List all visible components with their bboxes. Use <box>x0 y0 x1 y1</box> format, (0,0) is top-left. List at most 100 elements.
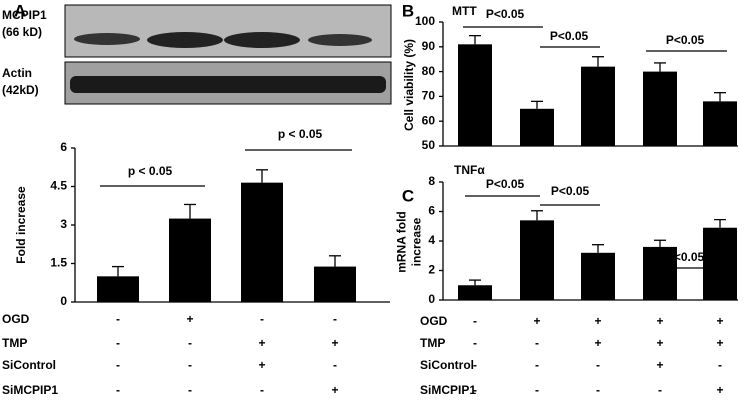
y-tick-label: 70 <box>422 89 436 103</box>
y-tick-label: 1.5 <box>50 256 67 270</box>
significance-label: P<0.05 <box>486 177 525 191</box>
condition-label: OGD <box>420 314 448 328</box>
bar <box>458 44 492 146</box>
condition-sign: - <box>188 358 192 372</box>
significance-label: p < 0.05 <box>278 127 323 141</box>
significance-label: P<0.05 <box>486 7 525 21</box>
condition-label: SiMCPIP1 <box>2 383 58 397</box>
bar <box>520 220 554 300</box>
bar <box>169 218 211 302</box>
significance-label: P<0.05 <box>551 184 590 198</box>
condition-sign: - <box>260 312 264 326</box>
condition-label: SiMCPIP1 <box>420 383 476 397</box>
y-tick-label: 100 <box>415 14 435 28</box>
condition-sign: - <box>473 336 477 350</box>
bar <box>314 266 356 302</box>
condition-sign: + <box>331 336 338 350</box>
y-axis-label: mRNA fold <box>395 211 409 273</box>
condition-sign: - <box>473 314 477 328</box>
condition-sign: - <box>535 358 539 372</box>
y-tick-label: 90 <box>422 39 436 53</box>
significance-label: P<0.05 <box>666 33 705 47</box>
y-tick-label: 0 <box>60 294 67 308</box>
condition-sign: - <box>116 336 120 350</box>
condition-sign: - <box>188 336 192 350</box>
blot-band <box>74 33 140 45</box>
condition-sign: + <box>656 314 663 328</box>
condition-sign: - <box>260 383 264 397</box>
y-axis-label: Fold increase <box>14 186 28 264</box>
y-tick-label: 6 <box>428 204 435 218</box>
bar <box>643 246 677 300</box>
bar <box>643 71 677 146</box>
y-tick-label: 6 <box>60 140 67 154</box>
panel-label: A <box>14 1 26 20</box>
blot-label: Actin <box>2 66 32 80</box>
panel-label: B <box>402 1 414 20</box>
blot-label: (42kD) <box>2 83 39 97</box>
condition-sign: + <box>186 312 193 326</box>
bar <box>241 182 283 302</box>
condition-sign: + <box>533 314 540 328</box>
condition-label: TMP <box>2 336 27 350</box>
bar <box>703 227 737 300</box>
condition-sign: - <box>116 358 120 372</box>
chart-title: MTT <box>452 4 477 18</box>
bar <box>520 108 554 146</box>
y-tick-label: 0 <box>428 292 435 306</box>
y-axis-label: increase <box>410 217 424 266</box>
significance-label: p < 0.05 <box>128 164 173 178</box>
condition-sign: - <box>535 383 539 397</box>
blot-band <box>308 34 372 46</box>
blot-label: (66 kD) <box>2 25 42 39</box>
bar <box>581 66 615 146</box>
condition-sign: - <box>116 312 120 326</box>
blot-band <box>224 32 300 48</box>
condition-sign: + <box>716 383 723 397</box>
condition-sign: - <box>188 383 192 397</box>
condition-sign: + <box>716 314 723 328</box>
y-tick-label: 4 <box>428 233 435 247</box>
condition-label: SiControl <box>420 358 474 372</box>
blot-frame <box>64 4 392 58</box>
bar <box>97 276 139 302</box>
western-blot <box>64 4 392 105</box>
panel-label: C <box>402 186 414 205</box>
condition-sign: + <box>656 358 663 372</box>
condition-sign: + <box>594 336 601 350</box>
significance-label: P<0.05 <box>550 29 589 43</box>
y-axis-label: Cell viability (%) <box>402 39 416 131</box>
condition-sign: - <box>596 358 600 372</box>
condition-sign: - <box>473 383 477 397</box>
y-tick-label: 4.5 <box>50 179 67 193</box>
condition-sign: + <box>594 314 601 328</box>
blot-band <box>70 76 386 93</box>
y-tick-label: 80 <box>422 64 436 78</box>
bar <box>581 252 615 300</box>
y-tick-label: 3 <box>60 217 67 231</box>
condition-sign: - <box>596 383 600 397</box>
condition-sign: + <box>258 336 265 350</box>
condition-label: SiControl <box>2 358 56 372</box>
condition-sign: - <box>333 358 337 372</box>
y-tick-label: 2 <box>428 263 435 277</box>
condition-sign: - <box>333 312 337 326</box>
condition-label: TMP <box>420 336 445 350</box>
y-tick-label: 50 <box>422 138 436 152</box>
condition-sign: + <box>258 358 265 372</box>
condition-sign: - <box>473 358 477 372</box>
condition-sign: + <box>331 383 338 397</box>
significance-label: P<0.05 <box>666 250 705 264</box>
bar <box>703 101 737 146</box>
condition-sign: - <box>116 383 120 397</box>
condition-sign: + <box>716 336 723 350</box>
blot-band <box>147 32 223 48</box>
bar <box>458 285 492 300</box>
y-tick-label: 60 <box>422 113 436 127</box>
condition-sign: + <box>656 336 663 350</box>
condition-sign: - <box>658 383 662 397</box>
blot-label: MCPIP1 <box>2 8 47 22</box>
condition-sign: - <box>535 336 539 350</box>
chart-title: TNFα <box>454 163 485 177</box>
